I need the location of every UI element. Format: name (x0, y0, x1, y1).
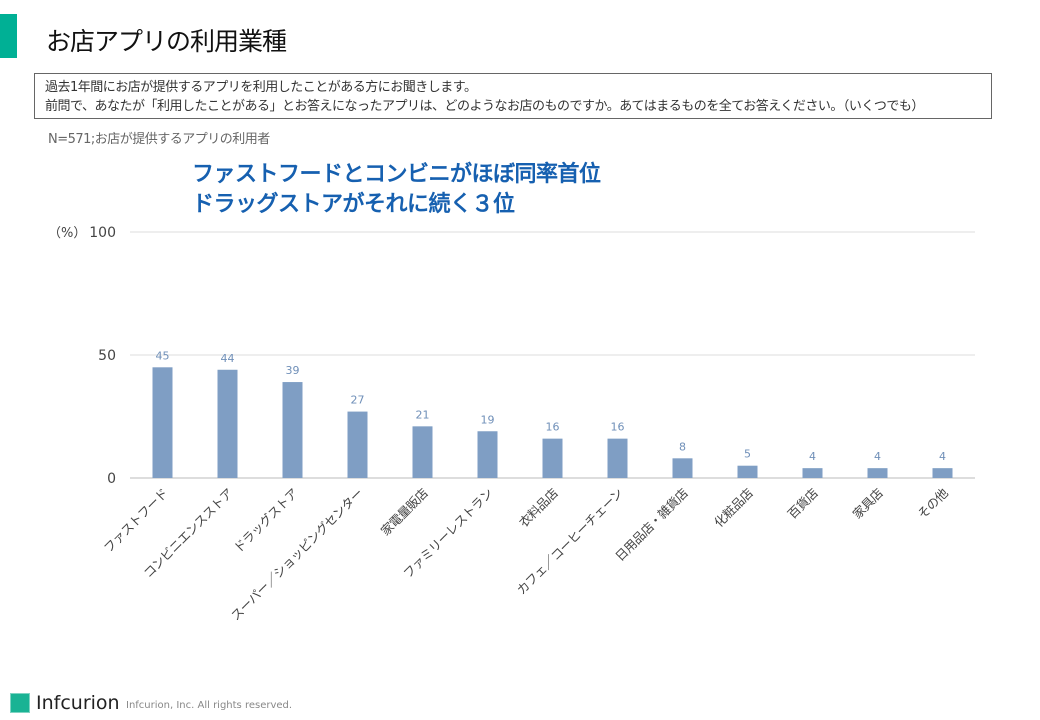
bar (152, 367, 173, 478)
data-label: 5 (744, 448, 751, 461)
copyright: Infcurion, Inc. All rights reserved. (126, 700, 293, 711)
x-tick-label: 百貨店 (785, 486, 821, 522)
data-label: 21 (416, 408, 430, 421)
question-box: 過去1年間にお店が提供するアプリを利用したことがある方にお聞きします。 前問で、… (34, 73, 992, 119)
x-tick-label: スーパー／ショッピングセンター (228, 486, 366, 624)
x-tick-label: カフェ／コーヒーチェーン (514, 486, 626, 598)
data-label: 16 (611, 421, 625, 434)
headline-line-2: ドラッグストアがそれに続く３位 (192, 192, 515, 217)
data-label: 44 (221, 352, 235, 365)
bar (347, 411, 368, 478)
bar (867, 468, 888, 478)
data-label: 4 (809, 450, 816, 463)
x-tick-label: ドラッグストア (231, 486, 301, 556)
bar (412, 426, 433, 478)
bar (542, 438, 563, 478)
logo-text: Infcurion (36, 692, 120, 714)
y-tick-label: 0 (107, 471, 116, 487)
bar (737, 465, 758, 478)
question-line-2: 前問で、あなたが「利用したことがある」とお答えになったアプリは、どのようなお店の… (45, 99, 924, 114)
x-tick-label: 衣料品店 (516, 486, 561, 531)
data-label: 4 (939, 450, 946, 463)
title-accent-bar (0, 14, 17, 58)
bar (932, 468, 953, 478)
x-tick-label: 化粧品店 (711, 486, 756, 531)
bar (282, 382, 303, 478)
question-line-1: 過去1年間にお店が提供するアプリを利用したことがある方にお聞きします。 (45, 80, 477, 95)
bar (607, 438, 628, 478)
headline-line-1: ファストフードとコンビニがほぼ同率首位 (192, 162, 601, 187)
page-title: お店アプリの利用業種 (46, 27, 287, 56)
data-label: 27 (351, 394, 365, 407)
bar (217, 369, 238, 478)
y-tick-label: 100 (89, 225, 116, 241)
data-label: 39 (286, 364, 300, 377)
data-label: 4 (874, 450, 881, 463)
bar (802, 468, 823, 478)
headline: ファストフードとコンビニがほぼ同率首位 ドラッグストアがそれに続く３位 (192, 160, 601, 220)
data-label: 8 (679, 440, 686, 453)
x-tick-label: その他 (915, 485, 952, 522)
x-tick-label: 家具店 (850, 486, 886, 522)
x-tick-label: 家電量販店 (378, 486, 431, 539)
logo-mark-icon (10, 693, 30, 713)
sample-note: N=571;お店が提供するアプリの利用者 (48, 132, 270, 147)
data-label: 19 (481, 413, 495, 426)
logo: Infcurion (10, 692, 120, 714)
y-tick-label: 50 (98, 348, 116, 364)
y-axis-label: （%） (48, 226, 86, 241)
data-label: 16 (546, 421, 560, 434)
bar (672, 458, 693, 478)
x-tick-label: ファストフード (101, 486, 171, 556)
data-label: 45 (156, 349, 170, 362)
bar (477, 431, 498, 478)
